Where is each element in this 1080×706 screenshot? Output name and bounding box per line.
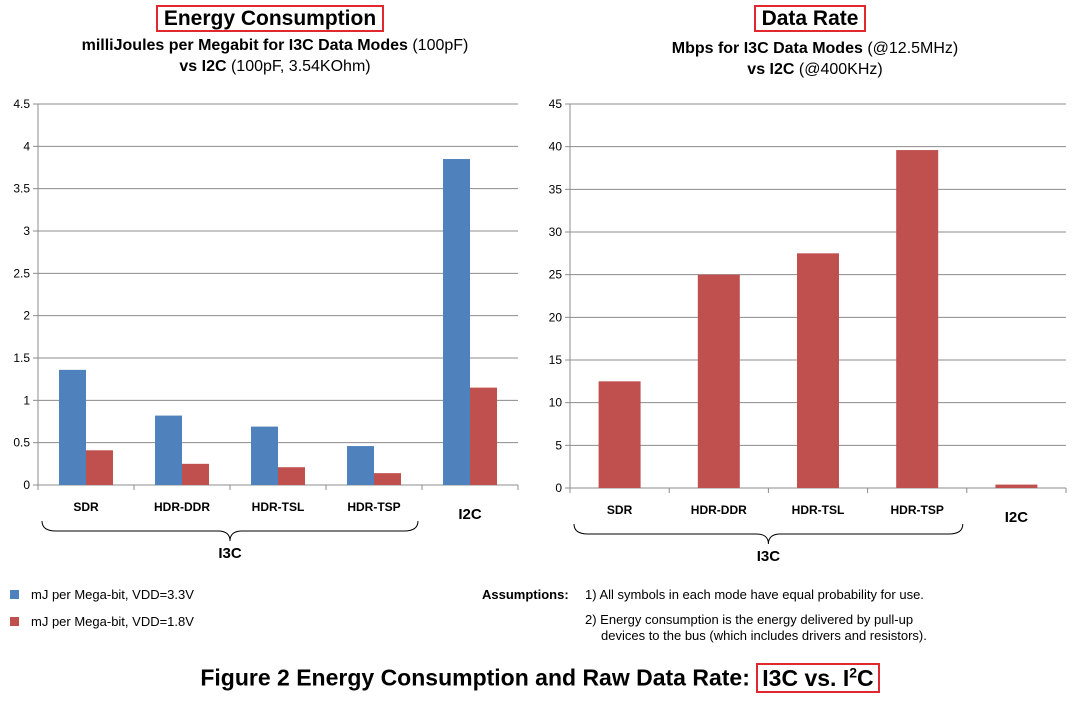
- right-chart-title: Data Rate: [753, 5, 867, 32]
- legend-swatch-blue: [10, 590, 19, 599]
- y-tick-label: 40: [549, 140, 563, 154]
- y-tick-label: 1.5: [13, 351, 30, 365]
- group-brace: [41, 520, 419, 542]
- figure-caption: Figure 2 Energy Consumption and Raw Data…: [0, 662, 1080, 693]
- x-category-label: HDR-DDR: [154, 500, 210, 514]
- energy-consumption-chart: 0 0.5 1 1.5 2 2.5 3 3.5 4 4.5 SDR HDR-DDR HDR-TSL HDR…: [13, 97, 519, 562]
- y-tick-label: 10: [549, 396, 563, 410]
- y-tick-label: 0.5: [13, 436, 30, 450]
- bar: [182, 463, 209, 485]
- assumptions-heading: Assumptions:: [482, 587, 569, 602]
- caption-highlight-text: I3C vs. I: [762, 664, 850, 691]
- left-chart-title: Energy Consumption: [155, 5, 385, 32]
- bar: [347, 446, 374, 485]
- caption-superscript: 2: [849, 664, 858, 680]
- y-tick-label: 30: [549, 225, 563, 239]
- left-chart-subtitle: milliJoules per Megabit for I3C Data Mod…: [0, 35, 550, 77]
- left-sub2-rest: (100pF, 3.54KOhm): [226, 58, 371, 75]
- caption-highlight-text-end: C: [857, 664, 874, 691]
- bar: [697, 274, 740, 488]
- bar: [278, 467, 305, 485]
- assumption-item: devices to the bus (which includes drive…: [601, 628, 927, 643]
- legend-label: mJ per Mega-bit, VDD=3.3V: [31, 587, 194, 602]
- bar: [155, 415, 182, 485]
- y-tick-label: 0: [23, 478, 30, 492]
- right-sub1-bold: Mbps for I3C Data Modes: [671, 40, 863, 57]
- bar: [598, 381, 641, 488]
- x-category-label: I2C: [1005, 509, 1029, 526]
- x-category-label: HDR-TSP: [347, 500, 400, 514]
- y-tick-label: 5: [555, 438, 562, 452]
- bar: [797, 253, 839, 488]
- y-tick-label: 3: [23, 224, 30, 238]
- bar: [59, 369, 86, 485]
- legend-label: mJ per Mega-bit, VDD=1.8V: [31, 614, 194, 629]
- group-brace: [573, 523, 964, 545]
- x-category-label: HDR-TSP: [891, 503, 944, 517]
- x-category-label: SDR: [73, 500, 99, 514]
- y-tick-label: 4: [23, 139, 30, 153]
- left-sub2-bold: vs I2C: [179, 58, 227, 75]
- bar: [374, 473, 401, 485]
- bar: [443, 159, 470, 486]
- right-chart-header: Data Rate: [540, 5, 1080, 32]
- bar: [896, 150, 939, 488]
- left-sub1-rest: (100pF): [407, 37, 469, 54]
- assumption-item: 1) All symbols in each mode have equal p…: [585, 587, 924, 602]
- bar: [995, 484, 1038, 488]
- data-rate-chart: 0 5 10 15 20 25 30 35 40 45 SDR HDR-DDR HDR-TSL HDR-T…: [549, 97, 1067, 565]
- y-tick-label: 2: [23, 309, 30, 323]
- group-label: I3C: [218, 545, 242, 562]
- right-sub1-rest: (@12.5MHz): [862, 40, 959, 57]
- x-category-label: SDR: [607, 503, 633, 517]
- y-tick-label: 4.5: [13, 97, 30, 111]
- legend-swatch-red: [10, 617, 19, 626]
- right-sub2-bold: vs I2C: [747, 61, 795, 78]
- y-tick-label: 45: [549, 97, 563, 111]
- bar: [470, 387, 497, 485]
- x-category-label: HDR-DDR: [691, 503, 747, 517]
- y-tick-label: 0: [555, 481, 562, 495]
- y-tick-label: 2.5: [13, 266, 30, 280]
- y-tick-label: 20: [549, 310, 563, 324]
- y-tick-label: 15: [549, 353, 563, 367]
- right-chart-subtitle: Mbps for I3C Data Modes (@12.5MHz) vs I2…: [545, 38, 1080, 80]
- y-tick-label: 25: [549, 268, 563, 282]
- x-category-label: HDR-TSL: [252, 500, 305, 514]
- assumptions-block: Assumptions: 1) All symbols in each mode…: [482, 587, 927, 644]
- left-chart-header: Energy Consumption: [0, 5, 540, 32]
- legend-item-vdd33: mJ per Mega-bit, VDD=3.3V: [10, 587, 194, 602]
- y-tick-label: 3.5: [13, 182, 30, 196]
- left-sub1-bold: milliJoules per Megabit for I3C Data Mod…: [81, 37, 408, 54]
- y-tick-label: 35: [549, 182, 563, 196]
- right-sub2-rest: (@400KHz): [794, 61, 883, 78]
- legend: mJ per Mega-bit, VDD=3.3V mJ per Mega-bi…: [10, 587, 194, 629]
- bar: [86, 450, 113, 485]
- caption-highlight: I3C vs. I2C: [756, 662, 880, 693]
- x-category-label: HDR-TSL: [792, 503, 845, 517]
- y-tick-label: 1: [23, 393, 30, 407]
- bar: [251, 426, 278, 485]
- group-label: I3C: [757, 548, 781, 565]
- assumption-item: 2) Energy consumption is the energy deli…: [585, 612, 914, 627]
- legend-item-vdd18: mJ per Mega-bit, VDD=1.8V: [10, 614, 194, 629]
- x-category-label: I2C: [458, 506, 482, 523]
- caption-text: Figure 2 Energy Consumption and Raw Data…: [200, 664, 757, 691]
